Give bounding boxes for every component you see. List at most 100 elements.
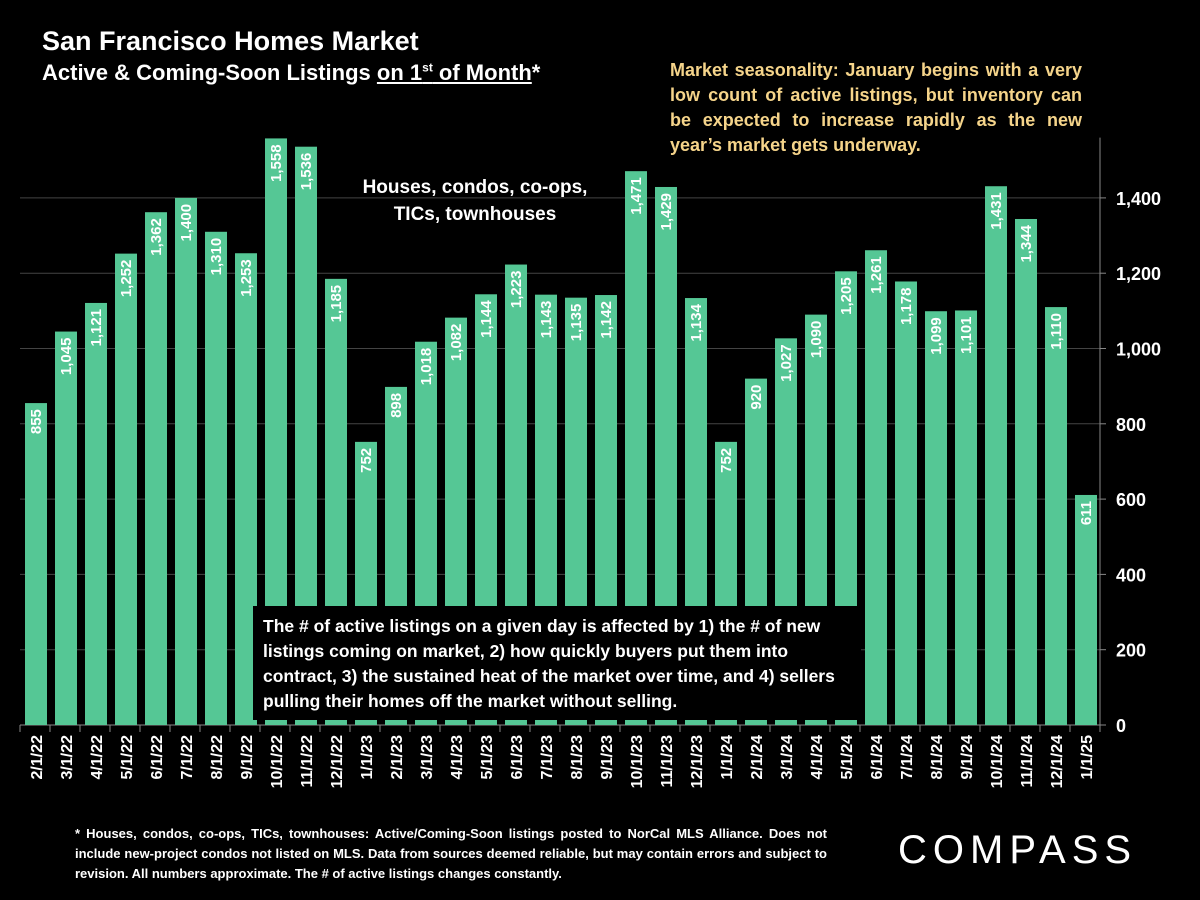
property-types-label: Houses, condos, co-ops, TICs, townhouses — [362, 177, 588, 225]
bar-value-label: 752 — [718, 448, 735, 473]
x-tick-label: 3/1/23 — [419, 735, 436, 780]
subtitle-sup: st — [422, 60, 433, 75]
x-tick-label: 8/1/24 — [929, 735, 946, 780]
bar — [25, 403, 47, 725]
x-tick-label: 4/1/24 — [809, 735, 826, 780]
subtitle-asterisk: * — [531, 60, 541, 85]
bar-value-label: 1,135 — [568, 304, 585, 342]
x-tick-label: 10/1/24 — [989, 735, 1006, 788]
y-tick-label: 1,200 — [1116, 264, 1161, 284]
bar-value-label: 1,431 — [988, 192, 1005, 230]
bar — [145, 212, 167, 725]
compass-logo: COMPASS — [898, 828, 1138, 872]
y-tick-label: 600 — [1116, 490, 1146, 510]
x-tick-label: 2/1/22 — [29, 735, 46, 780]
x-tick-label: 7/1/24 — [899, 735, 916, 780]
explanation-note: The # of active listings on a given day … — [253, 606, 861, 720]
x-tick-label: 4/1/23 — [449, 735, 466, 780]
bar-value-label: 1,429 — [658, 193, 675, 231]
bar — [985, 186, 1007, 725]
bar-value-label: 1,536 — [298, 153, 315, 191]
bar — [1075, 494, 1097, 725]
x-tick-label: 3/1/22 — [59, 735, 76, 780]
page-subtitle: Active & Coming-Soon Listings on 1st of … — [42, 60, 540, 86]
bar-value-label: 1,018 — [418, 348, 435, 386]
x-tick-label: 11/1/23 — [659, 735, 676, 788]
bar — [1015, 218, 1037, 725]
x-tick-label: 6/1/24 — [869, 735, 886, 780]
bar-value-label: 752 — [358, 448, 375, 473]
x-tick-label: 10/1/23 — [629, 735, 646, 788]
seasonality-annotation: Market seasonality: January begins with … — [670, 60, 1082, 155]
bar — [55, 331, 77, 725]
bar — [925, 311, 947, 725]
bar-value-label: 1,185 — [328, 285, 345, 323]
bar-value-label: 1,471 — [628, 177, 645, 215]
bar — [85, 302, 107, 725]
x-tick-label: 3/1/24 — [779, 735, 796, 780]
x-tick-label: 4/1/22 — [89, 735, 106, 780]
subtitle-underlined-2: of Month — [432, 60, 532, 85]
bar-value-label: 1,205 — [838, 277, 855, 315]
bar-value-label: 1,400 — [178, 204, 195, 242]
bar-value-label: 1,223 — [508, 271, 525, 309]
x-tick-label: 11/1/24 — [1019, 735, 1036, 788]
x-tick-label: 1/1/23 — [359, 735, 376, 780]
bar-value-label: 1,178 — [898, 287, 915, 325]
bar-value-label: 1,101 — [958, 316, 975, 354]
y-tick-label: 400 — [1116, 565, 1146, 585]
x-tick-label: 2/1/24 — [749, 735, 766, 780]
x-tick-label: 12/1/23 — [689, 735, 706, 788]
bar-value-label: 1,090 — [808, 321, 825, 359]
y-tick-label: 0 — [1116, 716, 1126, 736]
bar-value-label: 855 — [28, 409, 45, 434]
bar-value-label: 1,142 — [598, 301, 615, 339]
x-tick-label: 11/1/22 — [299, 735, 316, 788]
x-tick-label: 6/1/23 — [509, 735, 526, 780]
bar — [205, 231, 227, 725]
x-tick-label: 1/1/25 — [1079, 735, 1096, 780]
x-tick-label: 5/1/22 — [119, 735, 136, 780]
x-tick-label: 7/1/23 — [539, 735, 556, 780]
x-tick-label: 1/1/24 — [719, 735, 736, 780]
bar — [625, 171, 647, 725]
bar-value-label: 920 — [748, 385, 765, 410]
bar-value-label: 1,143 — [538, 301, 555, 339]
bar-value-label: 1,099 — [928, 317, 945, 355]
bar — [1045, 307, 1067, 725]
y-tick-label: 200 — [1116, 641, 1146, 661]
x-tick-label: 9/1/22 — [239, 735, 256, 780]
bar-value-label: 1,261 — [868, 256, 885, 294]
subtitle-text: Active & Coming-Soon Listings — [42, 60, 377, 85]
y-tick-label: 1,400 — [1116, 189, 1161, 209]
bar-value-label: 611 — [1078, 501, 1095, 525]
y-tick-label: 800 — [1116, 415, 1146, 435]
bar — [115, 253, 137, 725]
x-tick-label: 9/1/24 — [959, 735, 976, 780]
bar-value-label: 1,045 — [58, 338, 75, 376]
x-tick-label: 8/1/22 — [209, 735, 226, 780]
bar — [265, 138, 287, 726]
bar-value-label: 898 — [388, 393, 405, 418]
y-tick-label: 1,000 — [1116, 340, 1161, 360]
x-tick-label: 5/1/23 — [479, 735, 496, 780]
x-tick-label: 12/1/24 — [1049, 735, 1066, 788]
x-tick-label: 6/1/22 — [149, 735, 166, 780]
page-title: San Francisco Homes Market — [42, 26, 419, 56]
bar-value-label: 1,558 — [268, 144, 285, 182]
x-tick-label: 12/1/22 — [329, 735, 346, 788]
bar — [235, 253, 257, 726]
bar-value-label: 1,362 — [148, 218, 165, 256]
bar — [895, 281, 917, 725]
x-tick-label: 2/1/23 — [389, 735, 406, 780]
x-tick-label: 5/1/24 — [839, 735, 856, 780]
bar-value-label: 1,134 — [688, 303, 705, 341]
bar-value-label: 1,344 — [1018, 224, 1035, 262]
bar-value-label: 1,027 — [778, 344, 795, 382]
bar-value-label: 1,121 — [88, 309, 105, 347]
subtitle-underlined: on 1 — [376, 60, 423, 85]
x-tick-label: 8/1/23 — [569, 735, 586, 780]
bar — [295, 146, 317, 726]
x-tick-label: 7/1/22 — [179, 735, 196, 780]
bar-value-label: 1,144 — [478, 300, 495, 338]
